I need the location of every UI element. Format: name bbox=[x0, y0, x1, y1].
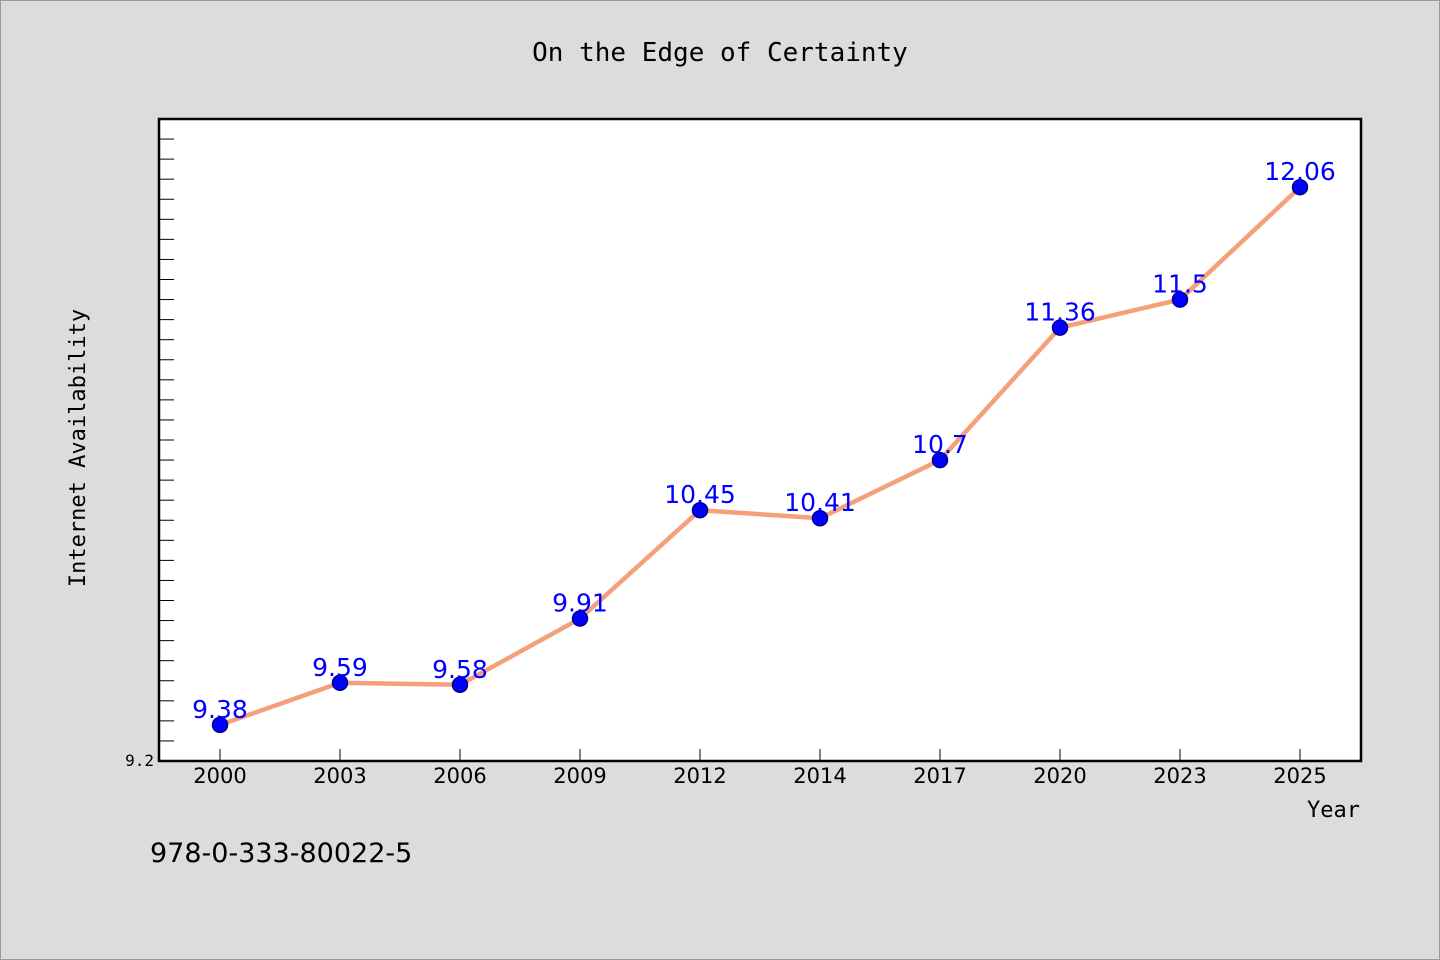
isbn-label: 978-0-333-80022-5 bbox=[150, 838, 412, 869]
data-point bbox=[331, 674, 349, 692]
data-label: 10.45 bbox=[664, 480, 736, 509]
x-tick-label: 2020 bbox=[1033, 764, 1086, 788]
series-line bbox=[217, 184, 1303, 728]
data-points bbox=[211, 178, 1309, 734]
x-tick-label: 2017 bbox=[913, 764, 966, 788]
series-line-group bbox=[217, 184, 1303, 728]
y-axis-label: Internet Availability bbox=[66, 309, 91, 587]
data-point bbox=[931, 451, 949, 469]
data-label: 10.41 bbox=[784, 488, 856, 517]
data-point bbox=[571, 610, 589, 627]
x-tick-label: 2006 bbox=[433, 764, 486, 788]
x-tick-label: 2000 bbox=[193, 764, 246, 788]
data-label: 12.06 bbox=[1264, 157, 1336, 186]
data-labels: 9.38 9.59 9.58 9.91 10.45 10.41 10.7 11.36 11.5 1… bbox=[192, 157, 1336, 724]
data-label: 10.7 bbox=[912, 430, 968, 459]
data-point bbox=[691, 501, 709, 519]
x-tick-label: 2003 bbox=[313, 764, 366, 788]
data-point bbox=[811, 509, 829, 527]
plot-area bbox=[157, 117, 1363, 763]
x-tick-label: 2025 bbox=[1273, 764, 1326, 788]
data-label: 9.58 bbox=[432, 655, 488, 684]
data-label: 9.59 bbox=[312, 653, 368, 682]
y-tick-label: 9.2 bbox=[125, 751, 154, 770]
x-axis-label: Year bbox=[1307, 798, 1360, 823]
x-tick-label: 2014 bbox=[793, 764, 846, 788]
y-axis-ticks: 9.2 bbox=[125, 118, 174, 770]
data-point bbox=[451, 676, 469, 694]
data-label: 11.36 bbox=[1024, 298, 1096, 327]
data-point bbox=[1051, 319, 1069, 336]
x-tick-label: 2009 bbox=[553, 764, 606, 788]
data-label: 11.5 bbox=[1152, 270, 1208, 299]
data-label: 9.38 bbox=[192, 695, 248, 724]
data-point bbox=[1291, 178, 1309, 196]
data-label: 9.91 bbox=[552, 589, 608, 618]
x-tick-label: 2023 bbox=[1153, 764, 1206, 788]
data-point bbox=[1171, 291, 1189, 308]
data-point bbox=[211, 716, 229, 734]
chart-title: On the Edge of Certainty bbox=[532, 38, 908, 68]
x-axis-ticks: 2000 2003 2006 2009 2012 2014 2017 2020 2023 2025 bbox=[193, 749, 1327, 788]
x-tick-label: 2012 bbox=[673, 764, 726, 788]
